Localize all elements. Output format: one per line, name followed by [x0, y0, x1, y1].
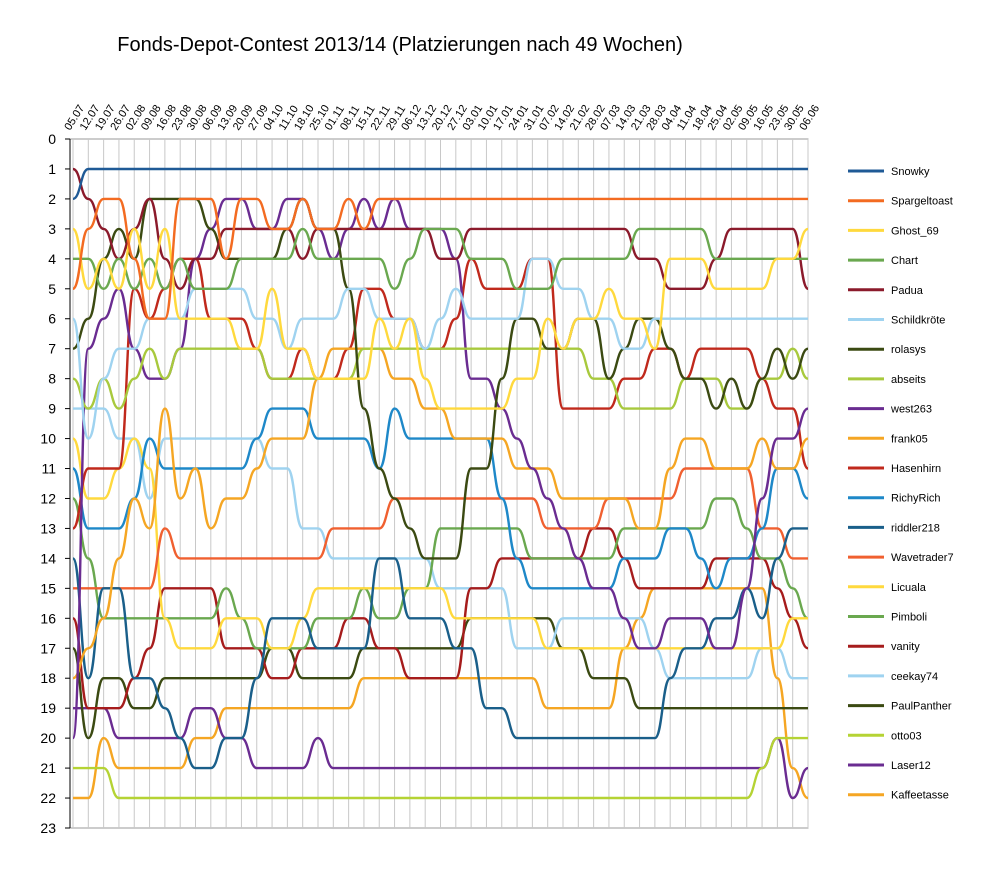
y-tick-label: 6 [48, 311, 56, 327]
y-tick-label: 9 [48, 401, 56, 417]
legend-item: Licuala [848, 582, 927, 594]
legend-item: PaulPanther [848, 701, 952, 713]
legend-item: Spargeltoast [848, 196, 953, 208]
series-line-padua [72, 167, 810, 290]
series-line-schildkr-te [71, 257, 808, 440]
series-line-vanity [71, 527, 809, 710]
legend-item: west263 [848, 404, 932, 416]
legend-label: PaulPanther [891, 701, 952, 713]
chart-title: Fonds-Depot-Contest 2013/14 (Platzierung… [117, 34, 683, 56]
series-line-paulpanther [71, 617, 808, 740]
legend-label: Kaffeetasse [891, 790, 949, 802]
legend-item: Laser12 [848, 760, 931, 772]
y-tick-label: 18 [40, 670, 56, 686]
series-line-spargeltoast [71, 197, 808, 320]
series-line-wavetrader7 [73, 467, 808, 590]
legend-label: Hasenhirn [891, 463, 941, 475]
legend-label: Pimboli [891, 612, 927, 624]
plot-border [69, 138, 809, 829]
y-tick-label: 14 [40, 550, 56, 566]
y-tick-label: 3 [48, 221, 56, 237]
legend-label: ceekay74 [891, 671, 938, 683]
series-line-chart [72, 227, 808, 290]
legend-item: Padua [848, 285, 924, 297]
legend-label: Schildkröte [891, 315, 945, 327]
legend-label: RichyRich [891, 493, 941, 505]
y-tick-label: 5 [48, 281, 56, 297]
legend-item: RichyRich [848, 493, 941, 505]
legend-item: Pimboli [848, 612, 927, 624]
legend-item: ceekay74 [848, 671, 938, 683]
legend-item: Snowky [848, 166, 930, 178]
y-tick-label: 17 [40, 640, 56, 656]
series-line-laser12 [73, 707, 809, 800]
legend-item: Kaffeetasse [848, 790, 949, 802]
y-tick-label: 8 [48, 371, 56, 387]
legend-item: Ghost_69 [848, 225, 939, 237]
series-lines [71, 167, 810, 800]
y-tick-label: 7 [48, 341, 56, 357]
legend-label: frank05 [891, 433, 928, 445]
legend-label: Ghost_69 [891, 225, 939, 237]
y-tick-label: 20 [40, 730, 56, 746]
y-tick-label: 16 [40, 610, 56, 626]
legend-item: Hasenhirn [848, 463, 941, 475]
legend-item: riddler218 [848, 522, 940, 534]
y-tick-label: 21 [40, 760, 56, 776]
vertical-gridlines [72, 139, 809, 828]
plot-area [69, 138, 809, 829]
legend-label: abseits [891, 374, 926, 386]
y-tick-label: 10 [40, 431, 56, 447]
legend-label: Laser12 [891, 760, 931, 772]
y-tick-label: 15 [40, 580, 56, 596]
legend-label: Wavetrader7 [891, 552, 954, 564]
legend-label: otto03 [891, 730, 922, 742]
y-tick-label: 1 [48, 161, 56, 177]
legend-item: Wavetrader7 [848, 552, 954, 564]
y-tick-label: 22 [40, 790, 56, 806]
y-tick-label: 19 [40, 700, 56, 716]
legend-label: Spargeltoast [891, 196, 953, 208]
legend-label: rolasys [891, 344, 926, 356]
y-tick-label: 11 [41, 461, 56, 477]
y-tick-label: 23 [40, 820, 56, 836]
legend-label: riddler218 [891, 522, 940, 534]
legend-label: Licuala [891, 582, 927, 594]
legend-item: frank05 [848, 433, 928, 445]
series-line-snowky [72, 167, 808, 201]
x-axis: 05.0712.0719.0726.0702.0809.0816.0823.08… [62, 103, 822, 133]
series-line-frank05 [72, 347, 809, 680]
y-tick-label: 13 [40, 520, 56, 536]
legend-item: rolasys [848, 344, 926, 356]
y-tick-label: 2 [48, 191, 56, 207]
series-line-riddler218 [71, 527, 808, 770]
legend-item: Chart [848, 255, 918, 267]
y-tick-label: 12 [40, 490, 56, 506]
series-line-otto03 [73, 736, 808, 800]
legend-item: Schildkröte [848, 315, 945, 327]
legend-label: west263 [890, 404, 932, 416]
legend-item: abseits [848, 374, 926, 386]
legend-label: vanity [891, 641, 920, 653]
legend-label: Chart [891, 255, 918, 267]
y-tick-label: 0 [48, 131, 56, 147]
series-line-ghost-69 [71, 227, 809, 410]
y-tick-label: 4 [48, 251, 56, 267]
legend-item: vanity [848, 641, 920, 653]
legend-item: otto03 [848, 730, 922, 742]
legend: Snowky Spargeltoast Ghost_69 Chart Padua Schi… [848, 166, 954, 802]
legend-label: Snowky [891, 166, 930, 178]
legend-label: Padua [891, 285, 924, 297]
